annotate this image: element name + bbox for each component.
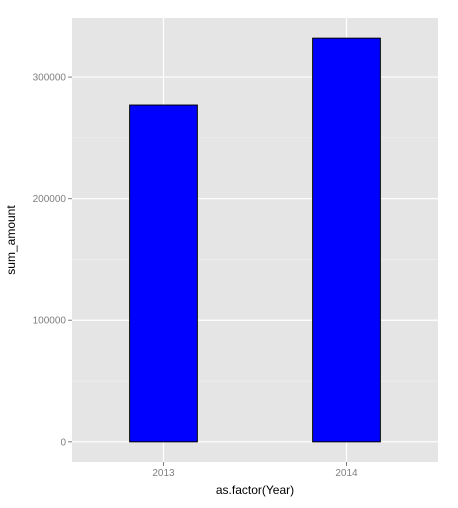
- y-tick-label: 300000: [33, 73, 67, 84]
- x-tick-label: 2014: [335, 468, 358, 479]
- y-axis-title: sum_amount: [4, 205, 18, 275]
- bars: [129, 37, 381, 443]
- x-axis: 2013 2014: [152, 462, 358, 479]
- plot-panel: [72, 18, 438, 462]
- bar-2014: [312, 37, 381, 443]
- x-axis-title: as.factor(Year): [216, 483, 294, 497]
- y-tick-label: 200000: [33, 194, 67, 205]
- y-tick-label: 0: [60, 437, 66, 448]
- y-tick-label: 100000: [33, 316, 67, 327]
- bar-2013: [129, 104, 198, 443]
- y-axis: 0 100000 200000 300000: [33, 73, 72, 448]
- x-tick-label: 2013: [152, 468, 175, 479]
